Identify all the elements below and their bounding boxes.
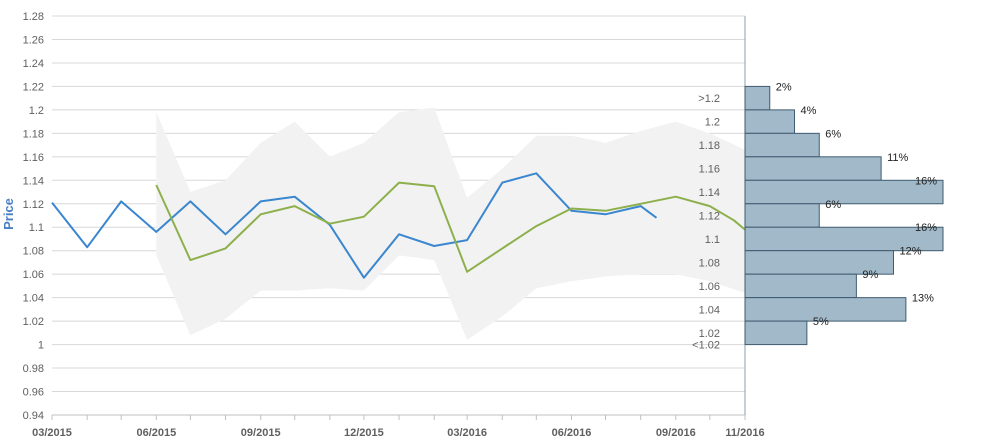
- histogram-bin-label-5: 1.12: [699, 211, 720, 223]
- y-tick-label-13: 1.2: [29, 105, 44, 117]
- histogram-bin-label-9: 1.04: [699, 304, 720, 316]
- y-tick-label-0: 0.94: [23, 410, 44, 422]
- x-axis-ticks: 03/2015 06/2015 09/2015 12/2015 03/2016 06/20…: [32, 415, 765, 439]
- x-tick-label-0: 03/2015: [32, 427, 72, 439]
- x-tick-label-3: 12/2015: [344, 427, 384, 439]
- y-axis-title: Price: [1, 198, 16, 230]
- histogram-bin-label-10: 1.02: [699, 328, 720, 340]
- histogram-pct-8: 9%: [862, 269, 878, 281]
- y-tick-label-12: 1.18: [23, 128, 44, 140]
- histogram-pct-3: 11%: [887, 152, 908, 164]
- y-tick-label-11: 1.16: [23, 152, 44, 164]
- histogram-pct-0: 2%: [776, 81, 792, 93]
- y-tick-label-17: 1.28: [23, 11, 44, 23]
- y-tick-label-3: 1: [38, 340, 44, 352]
- histogram-bar-3: [744, 156, 882, 181]
- histogram-pct-7: 12%: [900, 246, 922, 258]
- y-tick-label-7: 1.08: [23, 246, 44, 258]
- histogram-bin-label-11: <1.02: [692, 340, 720, 352]
- y-tick-label-6: 1.06: [23, 269, 44, 281]
- x-tick-label-1: 06/2015: [136, 427, 176, 439]
- histogram-bar-8: [744, 273, 857, 299]
- histogram-bin-label-2: 1.18: [699, 140, 720, 152]
- forecast-band: [156, 107, 746, 340]
- histogram-bar-10: [744, 320, 808, 346]
- histogram-bar-1: [744, 109, 795, 134]
- x-tick-label-5: 06/2016: [552, 427, 592, 439]
- histogram-bar-9: [744, 297, 907, 322]
- histogram-bar-0: [744, 85, 771, 111]
- x-tick-label-7: 11/2016: [725, 427, 764, 439]
- y-tick-label-4: 1.02: [23, 316, 44, 328]
- histogram-bar-5: [744, 203, 820, 228]
- histogram-bin-label-8: 1.06: [699, 281, 720, 293]
- y-tick-label-9: 1.12: [23, 199, 44, 211]
- x-tick-label-4: 03/2016: [447, 427, 487, 439]
- forecast-band-area: [156, 107, 746, 340]
- y-axis-ticks: 0.94 0.96 0.98 1 1.02 1.04 1.06 1.08 1.1 1.12 1.14…: [23, 11, 44, 422]
- histogram-pct-4: 16%: [915, 175, 937, 187]
- y-tick-label-1: 0.96: [23, 387, 44, 399]
- histogram-bar-4: [744, 179, 944, 205]
- y-tick-label-5: 1.04: [23, 293, 44, 305]
- histogram-pct-2: 6%: [825, 128, 841, 140]
- histogram-pct-10: 5%: [813, 316, 829, 328]
- y-tick-label-10: 1.14: [23, 175, 44, 187]
- series-line-0: [51, 172, 658, 279]
- histogram-bar-2: [744, 132, 820, 158]
- y-tick-label-2: 0.98: [23, 363, 44, 375]
- y-tick-label-16: 1.26: [23, 34, 44, 46]
- histogram-pct-5: 6%: [825, 199, 841, 211]
- histogram-pct-9: 13%: [912, 293, 934, 305]
- histogram-bin-label-6: 1.1: [705, 234, 720, 246]
- x-tick-label-6: 09/2016: [656, 427, 696, 439]
- histogram-bin-label-7: 1.08: [699, 257, 720, 269]
- y-tick-label-15: 1.24: [23, 58, 44, 70]
- price-series: [51, 172, 746, 279]
- histogram-bin-label-0: >1.2: [698, 93, 720, 105]
- histogram-bin-label-4: 1.14: [699, 187, 720, 199]
- histogram-pct-6: 16%: [915, 222, 937, 234]
- series-line-1: [155, 181, 746, 273]
- x-tick-label-2: 09/2015: [241, 427, 281, 439]
- y-tick-label-14: 1.22: [23, 81, 44, 93]
- histogram-pct-1: 4%: [801, 105, 817, 117]
- distribution-histogram: >1.2 2% 1.2 4% 1.18 6% 1.16 11% 1.14 16% 1.12 6% 1.1…: [692, 81, 944, 352]
- histogram-bin-label-3: 1.16: [699, 164, 720, 176]
- histogram-bin-label-1: 1.2: [705, 117, 720, 129]
- y-tick-label-8: 1.1: [29, 222, 44, 234]
